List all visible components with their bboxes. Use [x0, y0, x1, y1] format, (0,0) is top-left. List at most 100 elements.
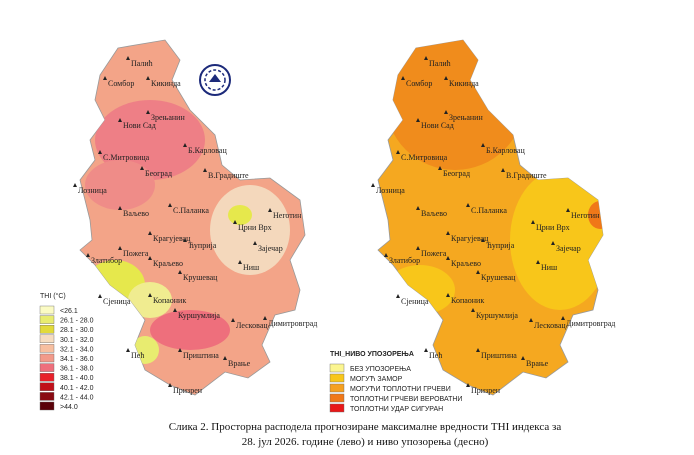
city-marker: [561, 316, 565, 320]
city-label: Крушевац: [481, 273, 516, 282]
city-label: Лесковац: [534, 321, 566, 330]
city-label: Куршумлија: [178, 311, 220, 320]
legend-label: >44.0: [60, 404, 78, 411]
city-marker: [371, 183, 375, 187]
legend-swatch: [39, 382, 55, 391]
city-marker: [566, 208, 570, 212]
caption-line: Слика 2. Просторна расподела прогнозиран…: [169, 421, 562, 433]
city-marker: [183, 143, 187, 147]
city-label: Призрен: [173, 386, 203, 395]
city-label: Нови Сад: [123, 121, 156, 130]
city-label: Неготин: [273, 211, 302, 220]
city-marker: [416, 206, 420, 210]
city-marker: [424, 348, 428, 352]
city-label: Зајечар: [556, 244, 581, 253]
legend-swatch: [329, 363, 345, 373]
city-label: Ваљево: [421, 209, 447, 218]
city-label: Копаоник: [153, 296, 186, 305]
city-marker: [126, 348, 130, 352]
city-label: Црни Врх: [536, 223, 570, 232]
legend-label: 36.1 - 38.0: [60, 366, 94, 373]
city-label: Приштина: [183, 351, 219, 360]
city-label: Ваљево: [123, 209, 149, 218]
city-marker: [481, 238, 485, 242]
legend-label: <26.1: [60, 308, 78, 315]
city-label: С.Митровица: [401, 153, 448, 162]
city-label: Ниш: [541, 263, 558, 272]
legend-swatch: [329, 393, 345, 403]
city-marker: [178, 348, 182, 352]
city-marker: [146, 110, 150, 114]
city-marker: [384, 253, 388, 257]
city-marker: [148, 231, 152, 235]
city-marker: [173, 308, 177, 312]
legend-swatch: [39, 315, 55, 324]
legend-swatch: [39, 334, 55, 343]
city-marker: [238, 260, 242, 264]
city-marker: [118, 118, 122, 122]
legend-swatch: [39, 373, 55, 382]
city-label: Краљево: [451, 259, 481, 268]
city-marker: [396, 150, 400, 154]
legend-label: МОГУЋ ЗАМОР: [350, 376, 403, 383]
legend-label: 40.1 - 42.0: [60, 385, 94, 392]
city-label: Димитровград: [268, 319, 317, 328]
legend-label: 34.1 - 36.0: [60, 356, 94, 363]
city-marker: [126, 56, 130, 60]
city-label: Крагујевац: [451, 234, 489, 243]
thi-map: [79, 39, 306, 396]
city-label: Б.Карловац: [188, 146, 227, 155]
city-label: Приштина: [481, 351, 517, 360]
city-marker: [416, 118, 420, 122]
city-marker: [73, 183, 77, 187]
city-marker: [231, 318, 235, 322]
city-marker: [268, 208, 272, 212]
city-label: Палић: [131, 59, 153, 68]
city-label: Палић: [429, 59, 451, 68]
legend-label: 38.1 - 40.0: [60, 375, 94, 382]
city-label: Лесковац: [236, 321, 268, 330]
city-label: Ћуприја: [188, 241, 217, 250]
city-marker: [416, 246, 420, 250]
legend-swatch: [329, 383, 345, 393]
city-label: Београд: [443, 169, 470, 178]
city-marker: [466, 203, 470, 207]
caption-line: 28. јул 2026. године (лево) и ниво упозо…: [242, 436, 489, 448]
legend-label: 42.1 - 44.0: [60, 394, 94, 401]
city-label: Лозница: [78, 186, 107, 195]
city-marker: [521, 356, 525, 360]
legend-swatch: [39, 353, 55, 363]
city-label: Сомбор: [108, 79, 134, 88]
city-label: Врање: [228, 359, 251, 368]
city-marker: [401, 76, 405, 80]
city-label: Зрењанин: [449, 113, 483, 122]
city-marker: [466, 383, 470, 387]
city-marker: [444, 76, 448, 80]
city-marker: [140, 166, 144, 170]
city-marker: [233, 220, 237, 224]
city-label: Копаоник: [451, 296, 484, 305]
city-marker: [263, 316, 267, 320]
city-label: Зрењанин: [151, 113, 185, 122]
legend-swatch: [39, 305, 55, 315]
city-marker: [98, 294, 102, 298]
city-label: Призрен: [471, 386, 501, 395]
logo: [199, 64, 231, 96]
city-marker: [529, 318, 533, 322]
city-label: Крагујевац: [153, 234, 191, 243]
legend-label: МОГУЋИ ТОПЛОТНИ ГРЧЕВИ: [350, 386, 451, 393]
city-marker: [178, 270, 182, 274]
city-label: Црни Врх: [238, 223, 272, 232]
legend-swatch: [329, 373, 345, 383]
city-label: Кикинда: [449, 79, 479, 88]
city-marker: [446, 256, 450, 260]
city-marker: [446, 231, 450, 235]
city-marker: [203, 168, 207, 172]
city-marker: [476, 348, 480, 352]
warning-map: [377, 39, 604, 396]
legend-swatch: [39, 401, 55, 411]
legend-label: 32.1 - 34.0: [60, 346, 94, 353]
city-label: Ћуприја: [486, 241, 515, 250]
